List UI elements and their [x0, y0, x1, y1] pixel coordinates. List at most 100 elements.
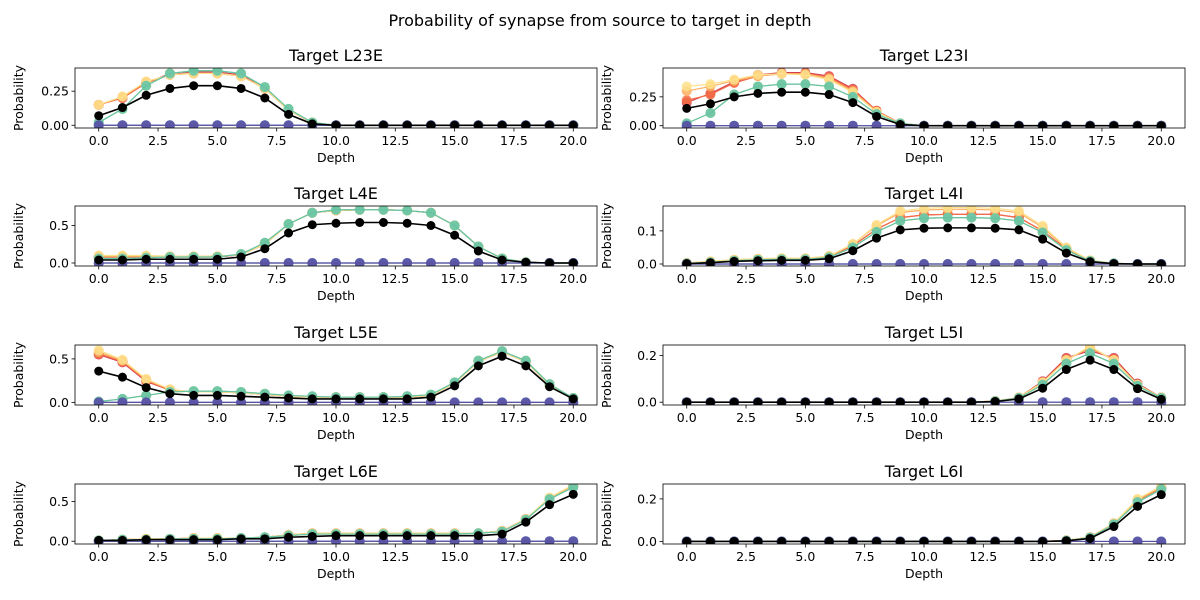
data-point [355, 218, 365, 227]
data-point [824, 81, 835, 92]
x-axis-label: Depth [905, 150, 943, 165]
data-point [165, 535, 175, 544]
data-point [1085, 533, 1095, 543]
data-point [729, 397, 739, 405]
subplot-title: Target L6E [293, 462, 378, 481]
data-point [943, 121, 953, 128]
x-tick-label: 7.5 [267, 549, 287, 564]
y-tick-label: 0.5 [49, 218, 69, 233]
x-tick-label: 2.5 [736, 271, 756, 286]
data-point [871, 226, 882, 237]
x-axis-label: Depth [317, 288, 355, 303]
data-point [402, 120, 412, 128]
data-point [331, 394, 341, 404]
data-point [990, 223, 1000, 233]
data-point [895, 120, 905, 128]
subplot-target-l23e: Target L23E 0.0 2.5 5.0 7.5 10.0 12.5 15.0 17.5 2… [11, 46, 598, 165]
x-tick-label: 10.0 [910, 410, 938, 425]
data-point [568, 120, 578, 128]
data-point [355, 394, 365, 404]
data-point [164, 397, 175, 405]
data-point [545, 500, 555, 510]
data-point [450, 531, 460, 541]
data-point [425, 207, 436, 218]
x-tick-label: 15.0 [1029, 410, 1057, 425]
data-point [777, 255, 787, 265]
data-point [753, 397, 763, 405]
data-point [800, 69, 811, 80]
data-point [545, 120, 555, 128]
data-point [1061, 259, 1072, 266]
data-point [212, 120, 223, 128]
data-point [895, 225, 905, 235]
data-point [425, 258, 436, 266]
x-tick-label: 0.0 [677, 410, 697, 425]
x-tick-label: 15.0 [1029, 271, 1057, 286]
data-point [895, 206, 906, 216]
data-point [426, 221, 436, 230]
data-point [800, 397, 810, 405]
data-point [777, 536, 787, 544]
data-point [705, 99, 715, 109]
data-point [473, 246, 483, 256]
data-point [682, 536, 692, 544]
data-point [212, 397, 223, 405]
data-point [966, 397, 976, 405]
data-point [824, 120, 835, 128]
data-point [1014, 394, 1024, 404]
x-tick-label: 2.5 [148, 133, 168, 148]
data-point [402, 531, 412, 541]
data-point [141, 390, 152, 401]
data-point [1014, 225, 1024, 235]
y-tick-label: 0.00 [41, 118, 69, 133]
data-point [378, 120, 388, 128]
data-point [521, 517, 531, 527]
x-tick-label: 20.0 [559, 271, 587, 286]
data-point [1061, 121, 1071, 128]
data-point [307, 119, 317, 128]
data-point [990, 121, 1000, 128]
y-axis-label: Probability [599, 341, 614, 408]
data-point [117, 372, 127, 382]
y-tick-label: 0.1 [637, 223, 657, 238]
data-point [943, 536, 953, 544]
data-point [966, 206, 977, 213]
x-tick-label: 17.5 [500, 133, 528, 148]
data-point [449, 258, 460, 266]
figure-title: Probability of synapse from source to ta… [388, 11, 811, 30]
data-point [307, 531, 317, 541]
data-point [1132, 397, 1143, 405]
data-point [753, 536, 763, 544]
data-point [705, 79, 716, 90]
plot-area [93, 206, 579, 266]
x-tick-label: 0.0 [89, 410, 109, 425]
data-point [1132, 536, 1143, 544]
data-point [236, 120, 247, 128]
x-tick-label: 0.0 [677, 549, 697, 564]
data-point [729, 120, 740, 128]
data-point [1014, 536, 1024, 544]
x-tick-label: 5.0 [207, 133, 227, 148]
data-point [236, 252, 246, 262]
data-point [378, 206, 389, 215]
data-point [800, 120, 811, 128]
data-point [800, 79, 811, 90]
data-point [141, 373, 152, 384]
data-point [331, 258, 341, 266]
x-tick-label: 12.5 [381, 133, 409, 148]
data-point [1085, 257, 1095, 266]
x-tick-label: 5.0 [795, 410, 815, 425]
data-point [1156, 259, 1166, 266]
x-tick-label: 7.5 [855, 271, 875, 286]
data-point [236, 83, 246, 93]
data-point [189, 390, 199, 400]
y-axis-label: Probability [11, 341, 26, 408]
data-point [164, 120, 175, 128]
data-point [990, 397, 1000, 405]
data-point [426, 392, 436, 402]
x-axis-label: Depth [905, 288, 943, 303]
data-point [450, 230, 460, 240]
data-point [188, 397, 199, 405]
data-point [1085, 121, 1095, 128]
data-point [1109, 121, 1119, 128]
